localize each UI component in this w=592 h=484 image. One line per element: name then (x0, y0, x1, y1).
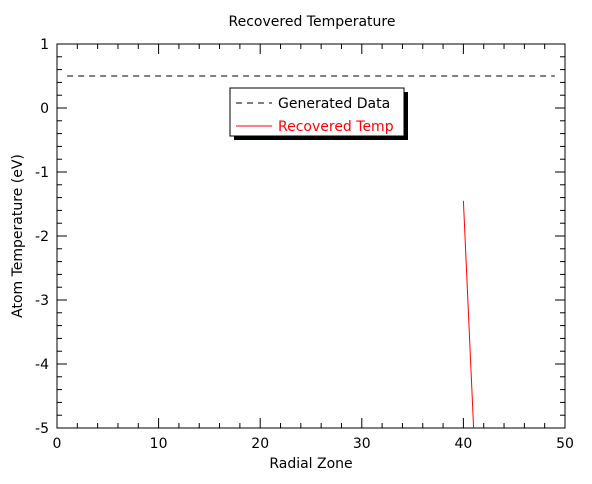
x-axis-label: Radial Zone (269, 456, 352, 472)
x-tick-label: 10 (150, 436, 168, 452)
y-tick-label: 0 (40, 101, 49, 117)
y-minor-ticks (57, 56, 565, 416)
y-major-ticks (57, 43, 565, 429)
y-tick-label: 1 (40, 37, 49, 53)
x-minor-ticks (76, 44, 546, 428)
y-tick-label: -4 (35, 357, 49, 373)
x-tick-label: 30 (353, 436, 371, 452)
x-major-ticks (56, 44, 566, 428)
x-tick-label: 50 (556, 436, 574, 452)
x-tick-label: 20 (251, 436, 269, 452)
x-tick-label: 40 (454, 436, 472, 452)
y-axis-label: Atom Temperature (eV) (10, 154, 26, 318)
legend-box (229, 87, 405, 137)
legend-label-generated-data: Generated Data (278, 96, 390, 112)
y-tick-label: -3 (35, 293, 49, 309)
x-tick-label: 0 (53, 436, 62, 452)
y-tick-label: -5 (35, 421, 49, 437)
y-tick-label: -2 (35, 229, 49, 245)
chart-title: Recovered Temperature (229, 14, 396, 30)
y-tick-label: -1 (35, 165, 49, 181)
legend-label-recovered-temp: Recovered Temp (278, 119, 394, 135)
series-line-recovered-temp (462, 200, 475, 429)
legend: Generated Data Recovered Temp (229, 87, 408, 140)
